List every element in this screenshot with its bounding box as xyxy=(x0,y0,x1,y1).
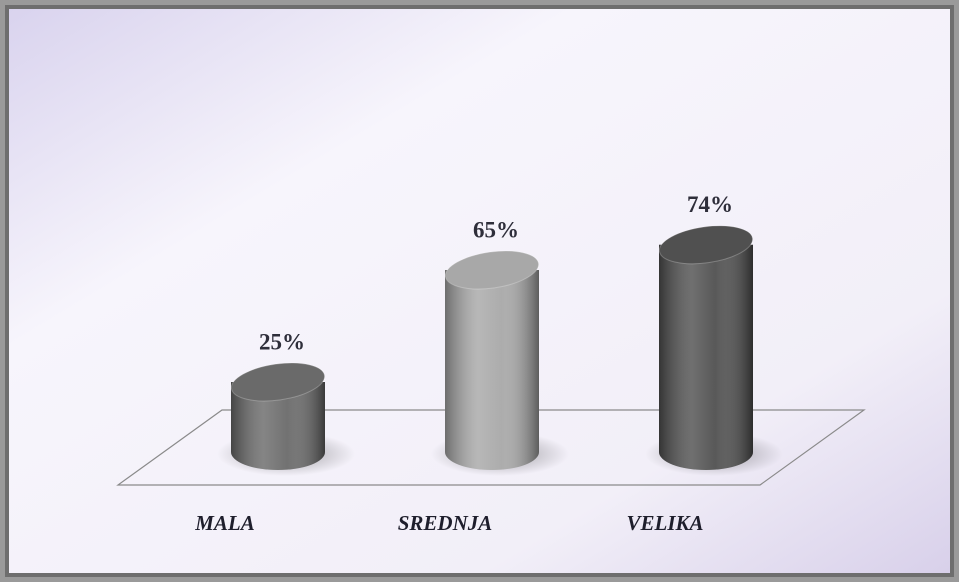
value-label: 65% xyxy=(473,217,519,242)
x-tick-label: VELIKA xyxy=(626,511,703,535)
value-label: 25% xyxy=(259,329,305,354)
bars xyxy=(217,225,783,476)
bar-shading xyxy=(445,270,539,470)
bar-shading xyxy=(231,382,325,470)
bar-top xyxy=(658,225,754,265)
x-tick-label: MALA xyxy=(194,511,255,535)
bar-top xyxy=(230,362,326,402)
bar-top xyxy=(444,250,540,290)
bar-shading xyxy=(659,244,753,470)
value-label: 74% xyxy=(687,192,733,217)
floor xyxy=(116,409,866,486)
x-tick-label: SREDNJA xyxy=(398,511,493,535)
